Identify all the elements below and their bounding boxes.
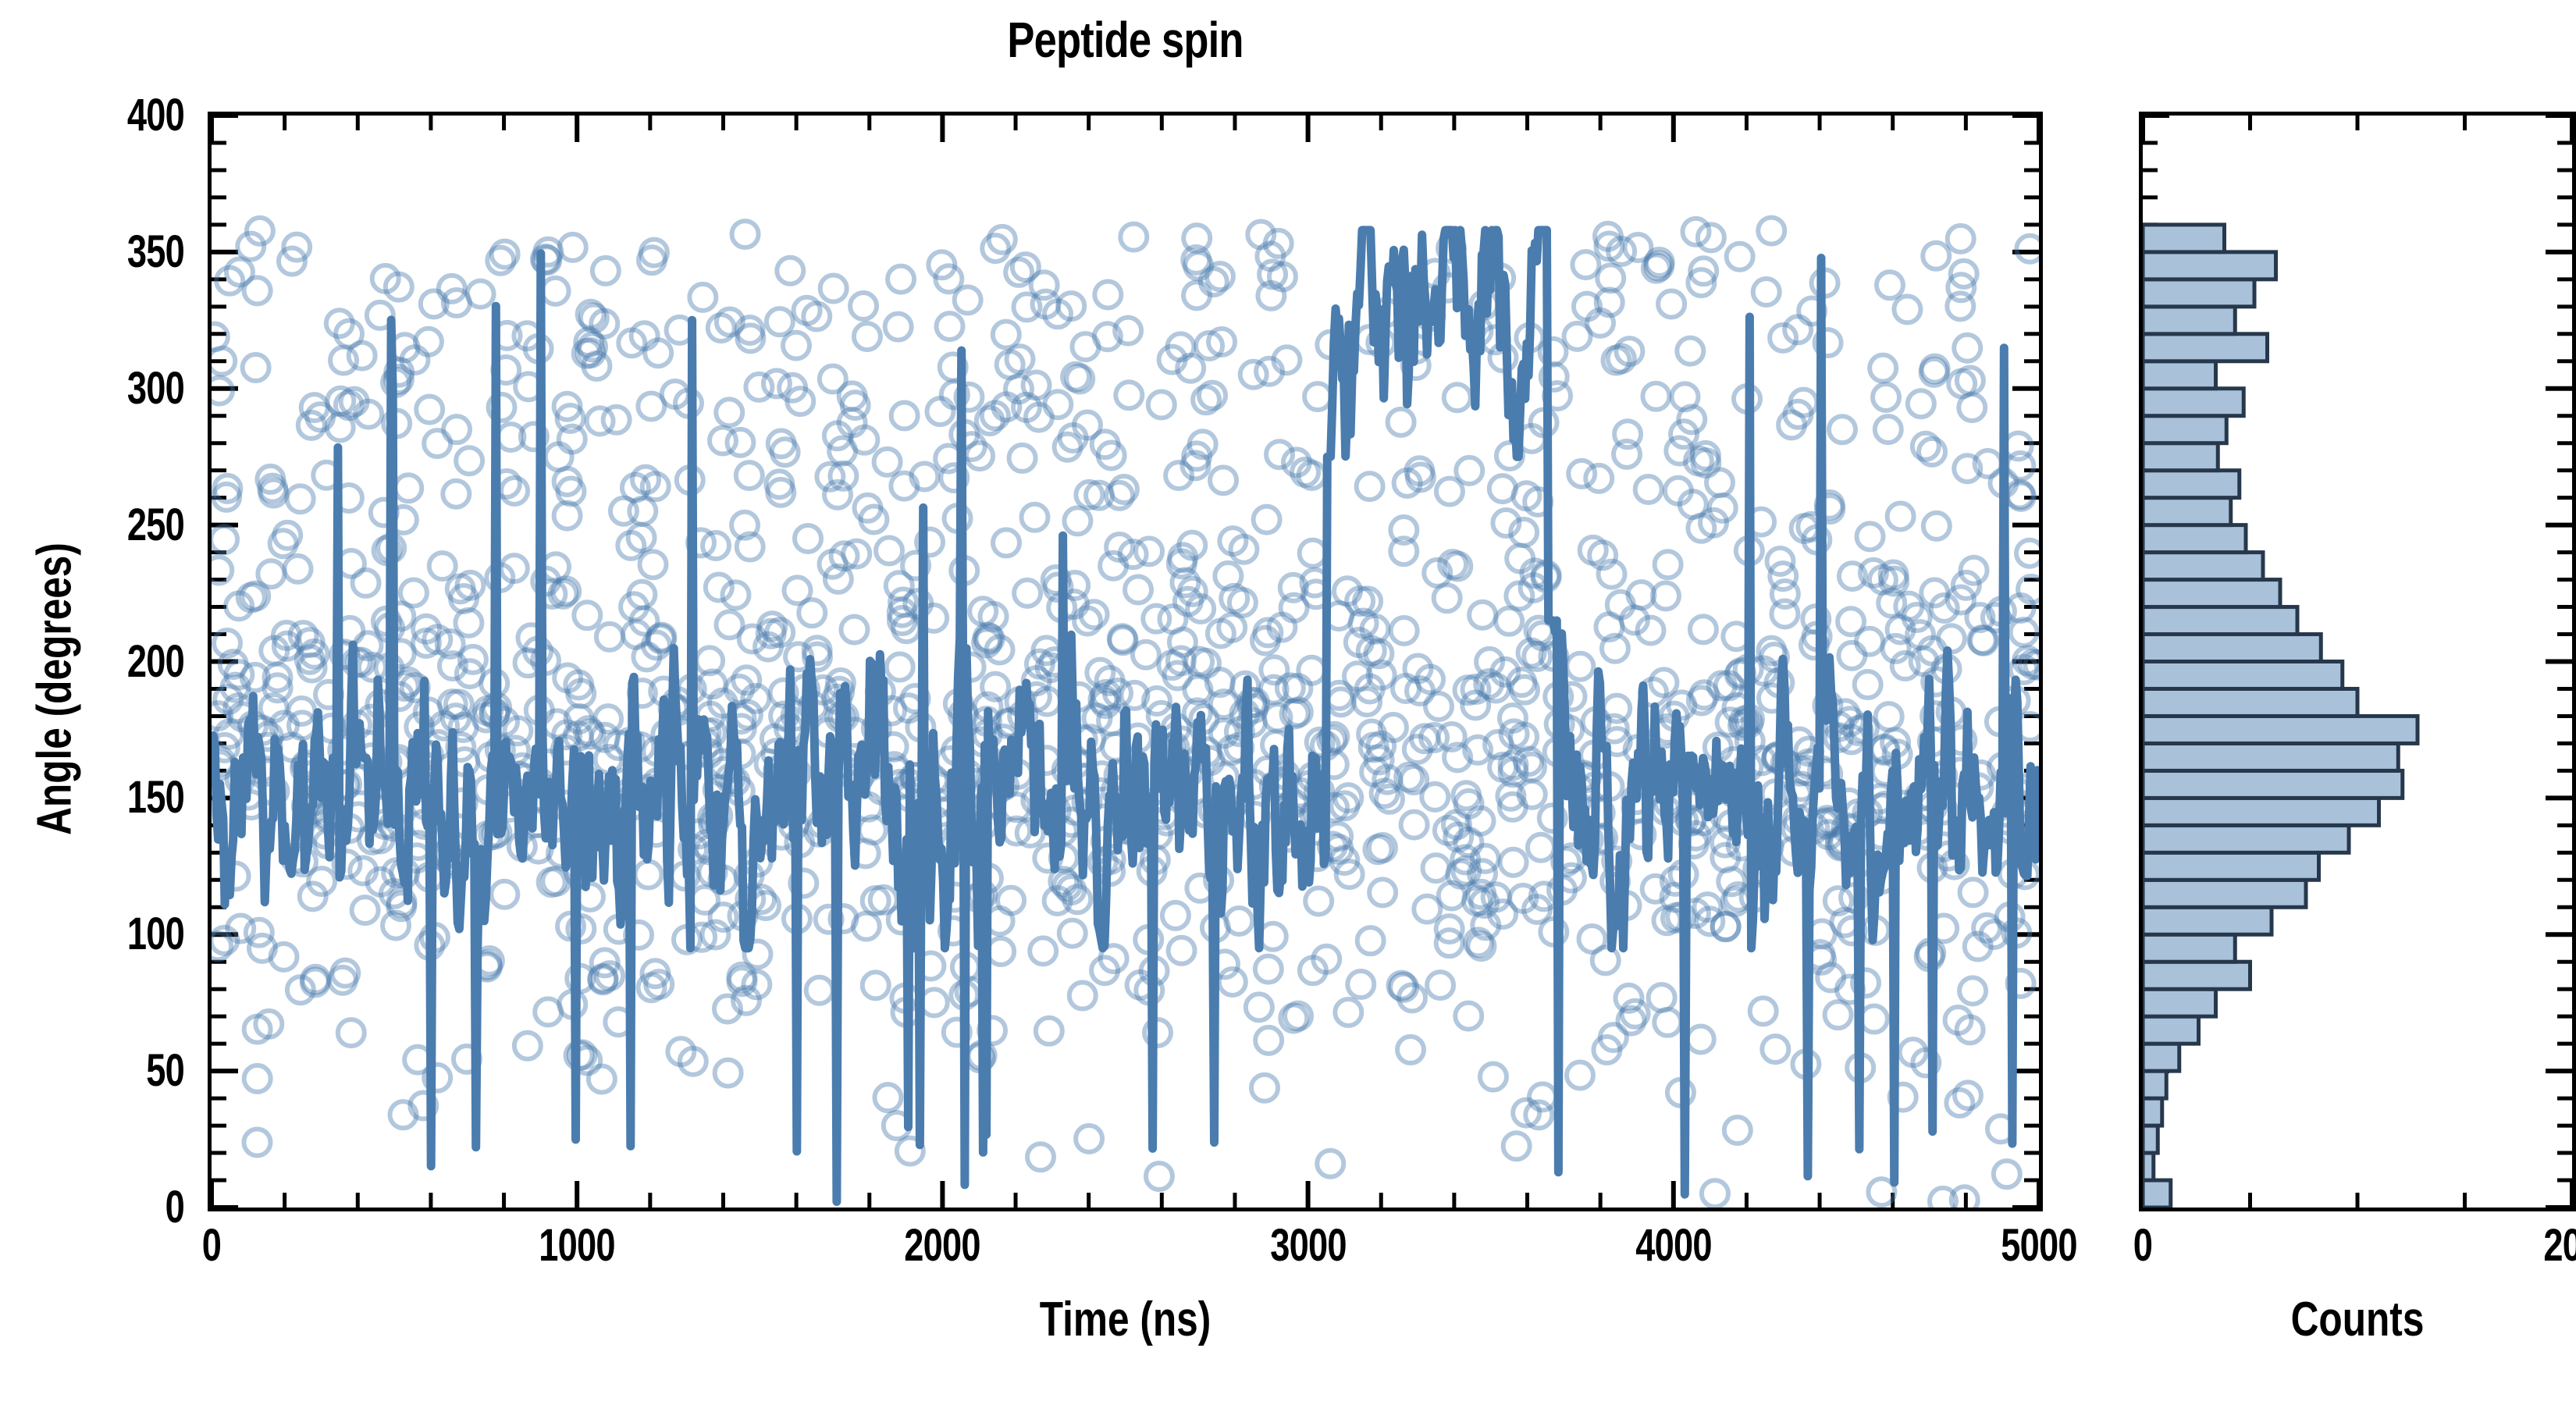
main-ytick-50: 50 — [146, 1045, 185, 1097]
histogram-bar — [2143, 850, 2321, 882]
histogram-bar — [2143, 222, 2226, 254]
histogram-bar — [2143, 795, 2381, 827]
page-title: Peptide spin — [1007, 12, 1244, 68]
histogram-bar — [2143, 523, 2248, 555]
main-xtick-0: 0 — [201, 1220, 222, 1271]
histogram-bar — [2143, 1178, 2173, 1208]
histogram-bar — [2143, 441, 2220, 473]
histogram-bar — [2143, 414, 2229, 446]
histogram-bar — [2143, 768, 2405, 800]
main-xtick-4000: 4000 — [1635, 1220, 1712, 1271]
hist-xtick-200: 200 — [2543, 1220, 2576, 1271]
hist-x-axis-title: Counts — [2290, 1293, 2425, 1346]
histogram-bar — [2143, 332, 2269, 364]
histogram-bar — [2143, 632, 2323, 664]
main-ytick-400: 400 — [126, 90, 185, 140]
main-xtick-2000: 2000 — [904, 1220, 981, 1271]
histogram-bar — [2143, 277, 2257, 309]
histogram-bar — [2143, 741, 2400, 773]
main-ytick-150: 150 — [126, 772, 185, 823]
histogram-bar — [2143, 1041, 2182, 1073]
main-ytick-350: 350 — [126, 226, 185, 277]
main-xtick-1000: 1000 — [539, 1220, 615, 1271]
main-ytick-200: 200 — [126, 635, 185, 687]
main-xtick-3000: 3000 — [1269, 1220, 1347, 1271]
hist-xtick-0: 0 — [2133, 1220, 2153, 1271]
histogram-bar — [2143, 304, 2237, 336]
histogram-bar — [2143, 1014, 2201, 1046]
histogram-bar — [2143, 550, 2265, 582]
histogram-bar — [2143, 959, 2252, 991]
main-ytick-0: 0 — [165, 1182, 185, 1232]
histogram-bar — [2143, 250, 2278, 282]
histogram-bar — [2143, 932, 2237, 964]
main-ytick-300: 300 — [126, 362, 185, 414]
histogram-bar — [2143, 578, 2282, 610]
histogram-bars — [2143, 222, 2420, 1208]
histogram-bar — [2143, 1151, 2156, 1183]
main-ytick-100: 100 — [126, 909, 185, 960]
histogram-bar — [2143, 1123, 2160, 1155]
histogram-bar — [2143, 905, 2274, 937]
histogram-bar — [2143, 877, 2308, 909]
angle-histogram-panel — [2139, 112, 2576, 1211]
histogram-bar — [2143, 713, 2420, 745]
main-xtick-5000: 5000 — [2001, 1220, 2077, 1271]
histogram-bar — [2143, 468, 2242, 500]
histogram-bar — [2143, 987, 2218, 1019]
histogram-bar — [2143, 386, 2246, 418]
angle-histogram-plot-area — [2143, 116, 2572, 1208]
histogram-bar — [2143, 605, 2300, 637]
histogram-bar — [2143, 359, 2218, 391]
time-series-plot-area — [212, 116, 2039, 1208]
main-x-axis-title: Time (ns) — [1039, 1293, 1212, 1346]
histogram-bar — [2143, 823, 2351, 855]
histogram-bar — [2143, 660, 2345, 691]
histogram-bar — [2143, 1069, 2169, 1101]
main-ytick-250: 250 — [126, 499, 185, 550]
time-series-panel — [208, 112, 2043, 1211]
histogram-bar — [2143, 686, 2360, 718]
histogram-bar — [2143, 1096, 2165, 1128]
histogram-bar — [2143, 496, 2233, 528]
